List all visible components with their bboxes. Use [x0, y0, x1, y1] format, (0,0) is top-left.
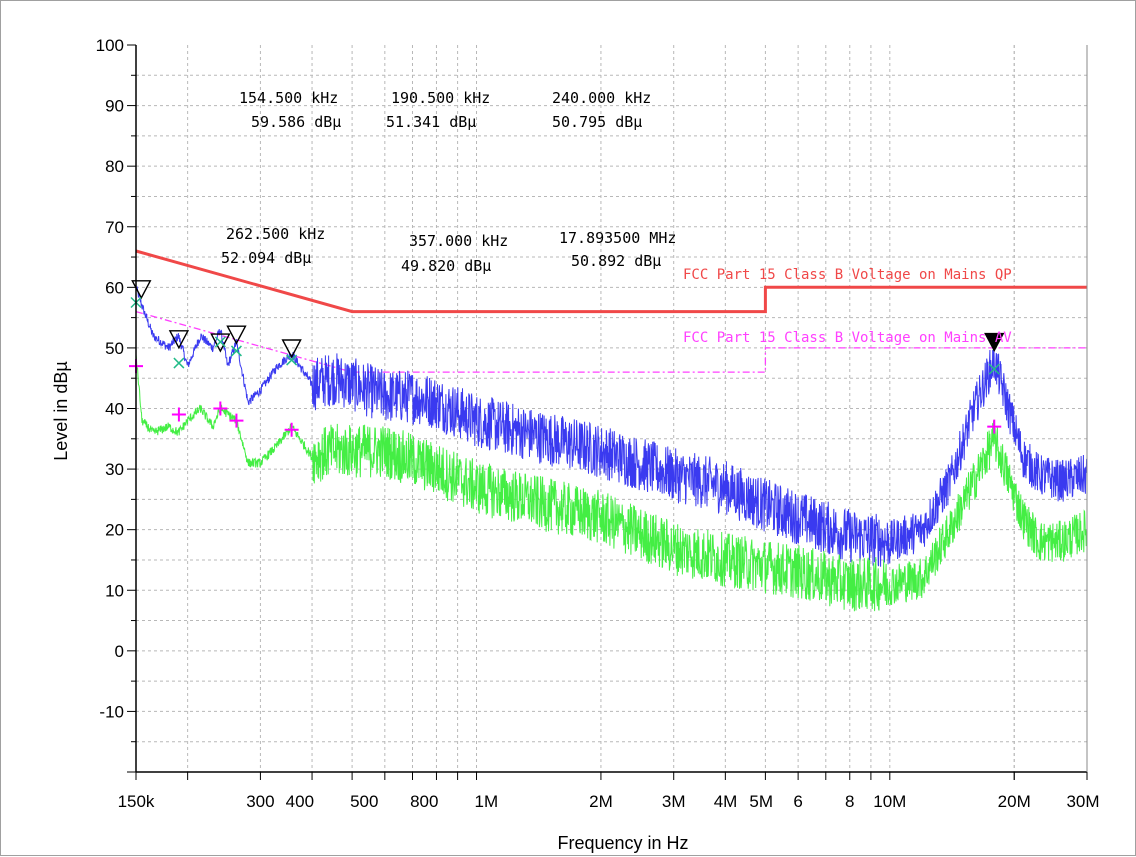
annotation-freq: 262.500 kHz [226, 225, 325, 243]
qp-trace [135, 285, 1088, 567]
qp-x-marker [988, 363, 1000, 375]
marker-annotations: 154.500 kHz 59.586 dBµ 190.500 kHz 51.34… [221, 89, 676, 275]
y-tick-label: 50 [105, 339, 124, 358]
qp-limit-label: FCC Part 15 Class B Voltage on Mains QP [683, 267, 1012, 283]
y-tick-label: 70 [105, 218, 124, 237]
x-tick-label: 1M [475, 792, 499, 811]
x-tick-label: 6 [793, 792, 802, 811]
limit-lines [135, 249, 1087, 373]
qp-limit-line [135, 249, 1087, 314]
x-tick-label: 20M [998, 792, 1031, 811]
qp-x-marker [230, 345, 242, 357]
grid [136, 45, 1087, 772]
annotation-freq: 17.893500 MHz [559, 229, 676, 247]
markers [129, 280, 1005, 437]
av-plus-marker [987, 419, 1002, 434]
annotation-level: 50.892 dBµ [571, 252, 661, 270]
x-tick-label: 150k [118, 792, 155, 811]
x-tick-label: 300 [246, 792, 274, 811]
qp-peak-marker [168, 330, 190, 350]
annotation-level: 49.820 dBµ [401, 257, 491, 275]
y-tick-label: 80 [105, 157, 124, 176]
av-plus-marker [213, 401, 228, 416]
x-tick-label: 800 [410, 792, 438, 811]
qp-peak-marker [131, 280, 152, 300]
x-tick-label: 4M [714, 792, 738, 811]
av-plus-marker [171, 407, 186, 422]
x-axis-title: Frequency in Hz [557, 833, 688, 853]
annotation-freq: 357.000 kHz [409, 232, 508, 250]
y-axis-title: Level in dBµ [51, 361, 71, 460]
y-tick-label: 90 [105, 97, 124, 116]
annotation-freq: 190.500 kHz [391, 89, 490, 107]
annotation-freq: 154.500 kHz [239, 89, 338, 107]
av-limit-label: FCC Part 15 Class B Voltage on Mains AV [683, 330, 1012, 346]
qp-x-marker [214, 336, 226, 348]
qp-peak-marker [281, 339, 302, 359]
av-plus-marker [229, 413, 244, 428]
annotation-level: 51.341 dBµ [386, 113, 476, 131]
y-tick-label: 20 [105, 521, 124, 540]
annotation-level: 52.094 dBµ [221, 249, 311, 267]
x-tick-label: 8 [845, 792, 854, 811]
x-tick-label: 10M [873, 792, 906, 811]
y-tick-label: 10 [105, 581, 124, 600]
y-tick-label: 60 [105, 278, 124, 297]
y-tick-label: 30 [105, 460, 124, 479]
qp-peak-marker [226, 325, 247, 345]
x-tick-label: 3M [662, 792, 686, 811]
annotation-level: 50.795 dBµ [552, 113, 642, 131]
av-limit-line [135, 310, 1087, 373]
series-lines [135, 285, 1088, 612]
x-tick-label: 30M [1066, 792, 1099, 811]
y-tick-label: -10 [99, 702, 124, 721]
qp-peak-marker [984, 332, 1005, 353]
x-tick-label: 2M [589, 792, 613, 811]
y-tick-label: 40 [105, 400, 124, 419]
qp-peak-marker [210, 333, 231, 353]
annotation-level: 59.586 dBµ [251, 113, 341, 131]
y-tick-label: 0 [115, 642, 124, 661]
annotation-freq: 240.000 kHz [552, 89, 651, 107]
av-plus-marker [284, 422, 299, 437]
qp-x-marker [286, 354, 298, 366]
av-trace [135, 354, 1088, 612]
x-tick-label: 400 [286, 792, 314, 811]
x-tick-label: 500 [350, 792, 378, 811]
x-tick-label: 5M [749, 792, 773, 811]
y-tick-label: 100 [96, 36, 124, 55]
qp-x-marker [173, 357, 185, 369]
